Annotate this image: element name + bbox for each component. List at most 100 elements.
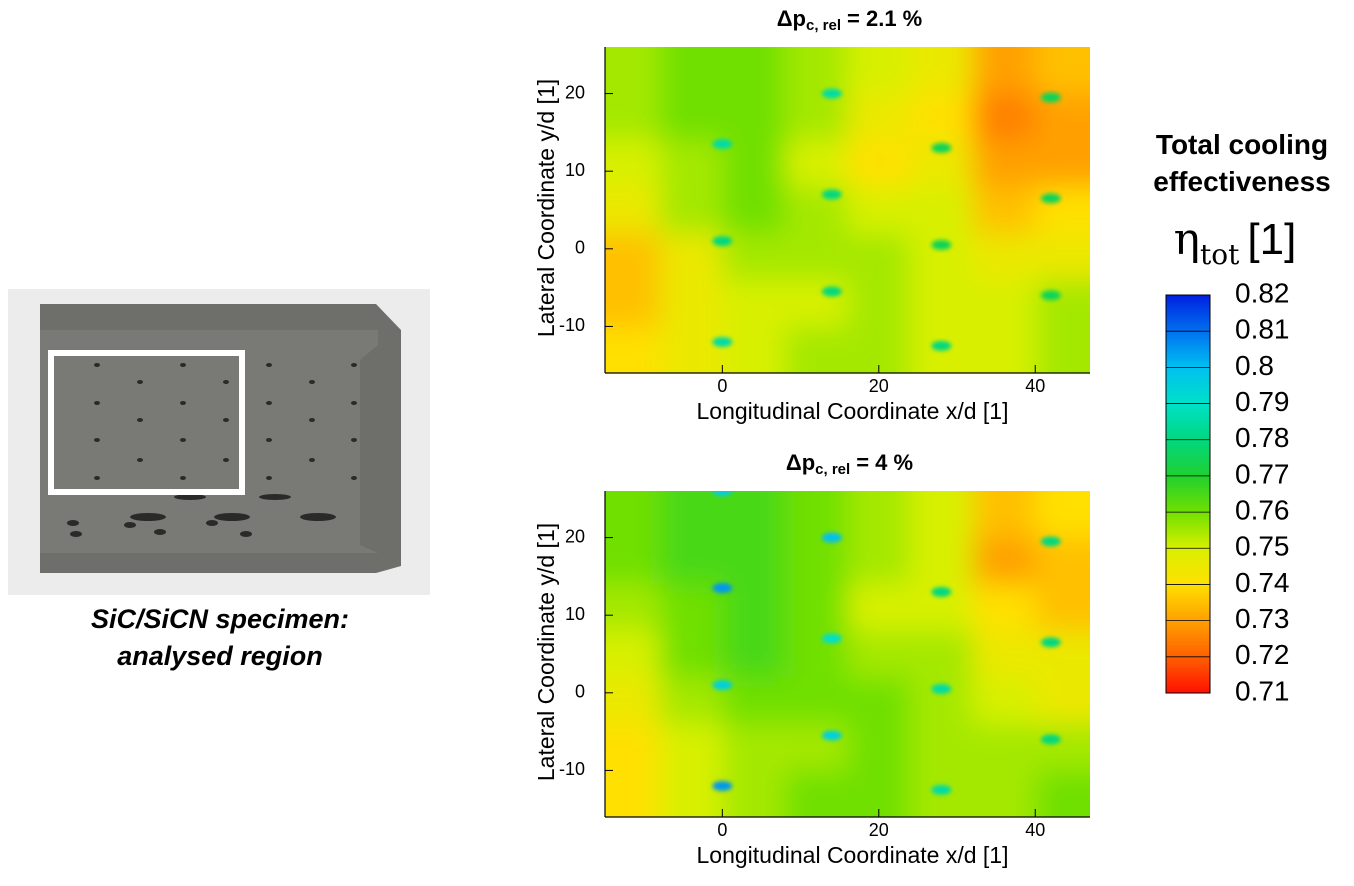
colorbar-tick-label: 0.8 (1235, 350, 1274, 381)
heat-cell (545, 94, 661, 142)
colorbar-tick-label: 0.72 (1235, 639, 1290, 670)
heat-cell (660, 140, 724, 188)
heat-cell (973, 538, 1037, 586)
heat-cell (910, 538, 974, 586)
y-tick-label: 20 (565, 526, 585, 546)
heat-cell (848, 677, 912, 725)
y-axis-label: Lateral Coordinate y/d [1] (533, 523, 559, 781)
heat-cell (1035, 280, 1151, 328)
heat-cell (545, 538, 661, 586)
title-part: Δp (786, 450, 815, 475)
heat-cell (545, 431, 661, 539)
y-tick-label: 0 (575, 682, 585, 702)
plot-area (545, 431, 1151, 878)
heat-cell (785, 94, 849, 142)
heat-cell (785, 280, 849, 328)
heat-cell (910, 724, 974, 772)
y-tick-label: 10 (565, 604, 585, 624)
title-part: Δp (777, 6, 806, 31)
colorbar-tick-label: 0.71 (1235, 675, 1290, 706)
colorbar-tick-label: 0.82 (1235, 277, 1290, 308)
heat-cell (848, 280, 912, 328)
heat-cell (910, 631, 974, 679)
cooling-hole (1041, 637, 1061, 647)
heat-cell (722, 724, 786, 772)
heat-cell (1035, 677, 1151, 725)
heat-cell (973, 431, 1037, 539)
cooling-hole (822, 533, 842, 543)
heat-cell (660, 94, 724, 142)
x-tick-label: 20 (869, 820, 889, 840)
cooling-hole (712, 139, 732, 149)
cooling-hole (931, 785, 951, 795)
colorbar-tick-label: 0.81 (1235, 314, 1290, 345)
heat-cell (722, 280, 786, 328)
heat-cell (785, 233, 849, 281)
cooling-hole (931, 240, 951, 250)
heat-cell (1035, 431, 1151, 539)
heat-cell (545, 326, 661, 434)
heat-cell (1035, 0, 1151, 95)
heat-cell (722, 94, 786, 142)
unit: [1] (1247, 215, 1296, 264)
x-axis-label: Longitudinal Coordinate x/d [1] (697, 398, 1009, 424)
cooling-hole (1041, 193, 1061, 203)
heat-cell (910, 94, 974, 142)
heat-cell (1035, 584, 1151, 632)
cooling-hole (822, 287, 842, 297)
plot-title: Δpc, rel= 2.1 % (777, 6, 923, 34)
cooling-hole (931, 143, 951, 153)
heat-cell (1035, 326, 1151, 434)
heat-cell (848, 94, 912, 142)
colorbar-tick-label: 0.75 (1235, 531, 1290, 562)
heat-cell (848, 431, 912, 539)
colorbar-symbol: ηtot[1] (1174, 214, 1297, 271)
heat-cell (660, 631, 724, 679)
cooling-hole (712, 236, 732, 246)
heat-cell (545, 0, 661, 95)
cooling-hole (1041, 92, 1061, 102)
heat-cell (910, 280, 974, 328)
cooling-hole (712, 781, 732, 791)
plot-area (545, 0, 1151, 434)
heat-cell (1035, 233, 1151, 281)
heat-cell (722, 187, 786, 235)
heat-cell (848, 724, 912, 772)
heat-cell (1035, 724, 1151, 772)
title-part: = 4 % (856, 450, 913, 475)
heat-cell (785, 584, 849, 632)
heat-cell (1035, 140, 1151, 188)
heat-cell (973, 631, 1037, 679)
y-axis-label: Lateral Coordinate y/d [1] (533, 79, 559, 337)
heat-cell (848, 187, 912, 235)
colorbar-tick-label: 0.79 (1235, 386, 1290, 417)
heat-cell (848, 140, 912, 188)
heat-cell (545, 140, 661, 188)
heat-cell (848, 233, 912, 281)
heat-cell (545, 677, 661, 725)
y-tick-label: 0 (575, 238, 585, 258)
y-tick-label: -10 (559, 759, 585, 779)
cooling-hole (712, 337, 732, 347)
cooling-hole (712, 486, 732, 496)
colorbar-tick-label: 0.76 (1235, 494, 1290, 525)
heat-cell (545, 770, 661, 878)
x-axis-label: Longitudinal Coordinate x/d [1] (697, 842, 1009, 868)
heat-cell (660, 724, 724, 772)
caption-line: analysed region (117, 641, 323, 671)
cooling-hole (822, 189, 842, 199)
heat-cell (545, 233, 661, 281)
heat-cell (973, 187, 1037, 235)
heat-cell (973, 0, 1037, 95)
heat-cell (785, 538, 849, 586)
figure: SiC/SiCN specimen: analysed region Total… (0, 0, 1354, 881)
heat-cell (545, 187, 661, 235)
heat-cell (722, 631, 786, 679)
heat-cell (973, 94, 1037, 142)
cooling-hole (1041, 536, 1061, 546)
cooling-hole (931, 587, 951, 597)
heat-cell (545, 584, 661, 632)
heat-cell (785, 724, 849, 772)
heat-cell (722, 538, 786, 586)
